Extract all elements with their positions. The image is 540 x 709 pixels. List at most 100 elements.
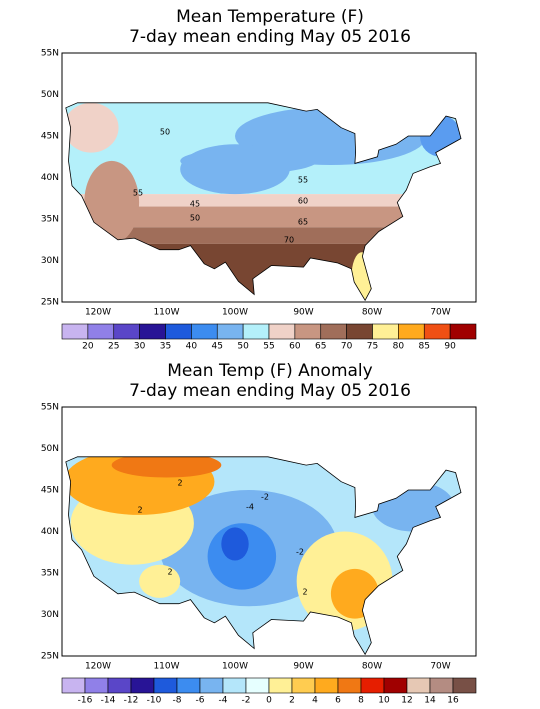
temp-area — [221, 527, 249, 561]
colorbar-label: 50 — [237, 342, 249, 352]
colorbar-label: -10 — [147, 696, 162, 706]
colorbar-swatch — [222, 677, 247, 694]
lat-label: 35N — [41, 215, 59, 225]
colorbar-swatch — [199, 677, 224, 694]
colorbar-swatch — [61, 323, 89, 340]
colorbar-label: 2 — [289, 696, 295, 706]
colorbar-label: -2 — [242, 696, 251, 706]
colorbar-swatch — [107, 677, 132, 694]
us-outline — [65, 102, 462, 302]
colorbar-swatch — [398, 323, 425, 340]
colorbar-label: 14 — [424, 696, 436, 706]
colorbar-swatch — [383, 677, 408, 694]
temp-area — [84, 160, 140, 244]
contour-label: 2 — [137, 506, 142, 515]
colorbar-label: 16 — [447, 696, 459, 706]
colorbar-label: 20 — [82, 342, 94, 352]
colorbar-swatch — [294, 323, 322, 340]
colorbar-label: -14 — [101, 696, 116, 706]
colorbar-swatch — [191, 323, 218, 340]
lon-label: 70W — [430, 308, 450, 318]
colorbar-label: -8 — [173, 696, 182, 706]
lon-label: 70W — [430, 662, 450, 672]
map-title: Mean Temp (F) Anomaly — [167, 361, 372, 381]
colorbar-label: 55 — [263, 342, 274, 352]
colorbar-label: 65 — [315, 342, 326, 352]
contour-label: 65 — [298, 218, 308, 227]
colorbar-label: 25 — [108, 342, 119, 352]
lon-label: 120W — [85, 662, 111, 672]
colorbar-label: 6 — [335, 696, 341, 706]
colorbar-swatch — [429, 677, 454, 694]
colorbar-label: 10 — [378, 696, 390, 706]
contour-label: -2 — [261, 493, 269, 502]
us-outline — [65, 456, 462, 656]
lat-label: 50N — [41, 90, 59, 100]
colorbar-swatch — [314, 677, 339, 694]
contour-label: 2 — [177, 479, 182, 488]
map-title: 7-day mean ending May 05 2016 — [129, 27, 411, 47]
temp-band — [65, 194, 462, 207]
colorbar-swatch — [113, 323, 140, 340]
colorbar-label: 4 — [312, 696, 318, 706]
colorbar-label: 45 — [212, 342, 223, 352]
colorbar-swatch — [216, 323, 244, 340]
colorbar-swatch — [245, 677, 270, 694]
colorbar-label: 35 — [160, 342, 171, 352]
lat-label: 25N — [41, 298, 59, 308]
colorbar-swatch — [84, 677, 109, 694]
colorbar-swatch — [449, 323, 477, 340]
lon-label: 100W — [222, 662, 248, 672]
lat-label: 45N — [41, 486, 59, 496]
colorbar-swatch — [87, 323, 115, 340]
colorbar-label: 40 — [186, 342, 198, 352]
colorbar-label: -4 — [219, 696, 228, 706]
colorbar-swatch — [291, 677, 316, 694]
colorbar-label: 0 — [266, 696, 272, 706]
temp-area — [180, 148, 318, 174]
temp-area — [111, 456, 222, 478]
colorbar-swatch — [268, 323, 296, 340]
contour-label: 55 — [133, 189, 143, 198]
contour-label: -2 — [296, 548, 304, 557]
colorbar-swatch — [165, 323, 192, 340]
colorbar-label: 80 — [393, 342, 405, 352]
colorbar-swatch — [423, 323, 451, 340]
colorbar-label: 85 — [419, 342, 430, 352]
lat-label: 45N — [41, 132, 59, 142]
colorbar-swatch — [139, 323, 166, 340]
temp-area — [139, 564, 181, 598]
lon-label: 110W — [153, 308, 179, 318]
colorbar-swatch — [346, 323, 373, 340]
lon-label: 100W — [222, 308, 248, 318]
lat-label: 40N — [41, 173, 59, 183]
colorbar-swatch — [61, 677, 86, 694]
temp-area — [65, 102, 119, 153]
lon-label: 80W — [362, 308, 382, 318]
lat-label: 30N — [41, 610, 59, 620]
colorbar-label: -6 — [196, 696, 205, 706]
map-frame — [61, 52, 477, 303]
colorbar-label: -12 — [124, 696, 139, 706]
colorbar-swatch — [153, 677, 178, 694]
colorbar-label: -16 — [78, 696, 93, 706]
colorbar-label: 60 — [289, 342, 301, 352]
colorbar-swatch — [406, 677, 431, 694]
colorbar-label: 75 — [367, 342, 378, 352]
lat-label: 25N — [41, 652, 59, 662]
colorbar-label: 30 — [134, 342, 146, 352]
map-title: Mean Temperature (F) — [176, 7, 364, 27]
lon-label: 80W — [362, 662, 382, 672]
map-title: 7-day mean ending May 05 2016 — [129, 381, 411, 401]
contour-label: 50 — [190, 214, 200, 223]
lat-label: 50N — [41, 444, 59, 454]
temp-band — [65, 206, 462, 228]
colorbar-label: 12 — [401, 696, 412, 706]
contour-label: 2 — [302, 588, 307, 597]
contour-label: 2 — [167, 568, 172, 577]
colorbar-swatch — [320, 323, 347, 340]
lat-label: 55N — [41, 403, 59, 413]
colorbar-label: 70 — [341, 342, 353, 352]
colorbar-label: 8 — [358, 696, 364, 706]
